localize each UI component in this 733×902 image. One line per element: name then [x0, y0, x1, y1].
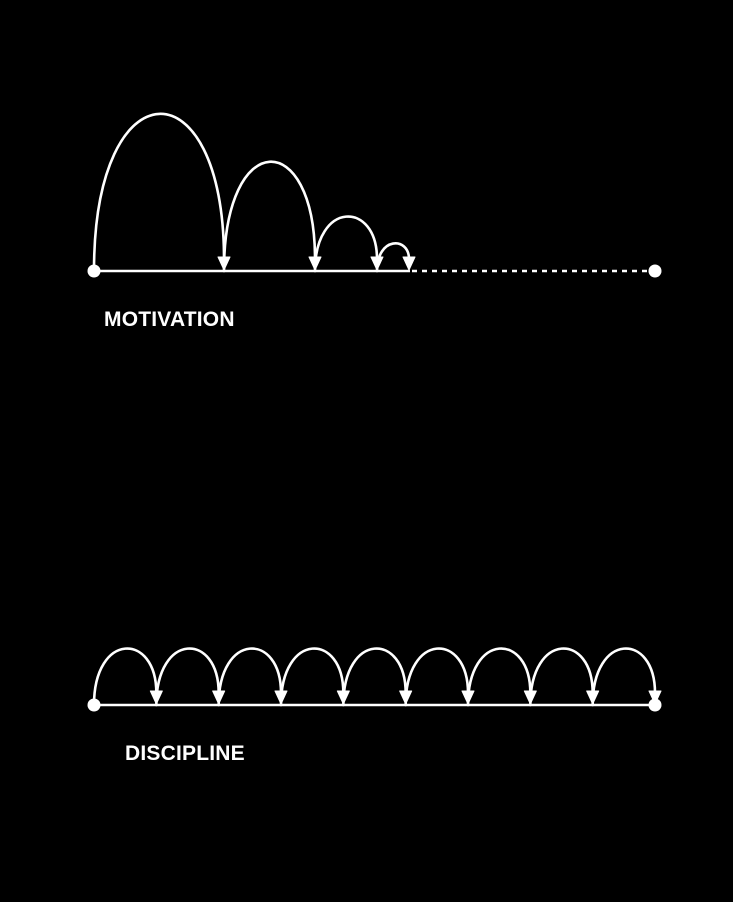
discipline-hop-5-arc	[342, 647, 407, 707]
motivation-hop-1-arc	[92, 112, 226, 273]
discipline-hop-1-arc	[92, 647, 158, 707]
discipline-diagram	[87, 647, 662, 712]
discipline-end-dot	[648, 698, 662, 712]
discipline-hop-2-arc	[155, 647, 220, 707]
discipline-hop-7-arc	[466, 647, 532, 707]
motivation-end-dot	[648, 264, 662, 278]
discipline-label: DISCIPLINE	[125, 742, 245, 765]
motivation-hop-4-arrowhead	[402, 256, 416, 271]
discipline-hop-4-arc	[279, 647, 345, 707]
motivation-hop-2-arc	[222, 160, 317, 273]
discipline-hop-9-arrowhead	[648, 690, 662, 705]
motivation-label: MOTIVATION	[104, 308, 235, 331]
motivation-hop-4-arc	[375, 242, 411, 273]
motivation-hop-3-arc	[313, 215, 379, 273]
discipline-hop-3-arc	[217, 647, 283, 707]
discipline-hop-8-arc	[529, 647, 594, 707]
discipline-hop-6-arc	[404, 647, 470, 707]
motivation-diagram	[87, 112, 662, 278]
discipline-hop-9-arc	[591, 647, 657, 707]
